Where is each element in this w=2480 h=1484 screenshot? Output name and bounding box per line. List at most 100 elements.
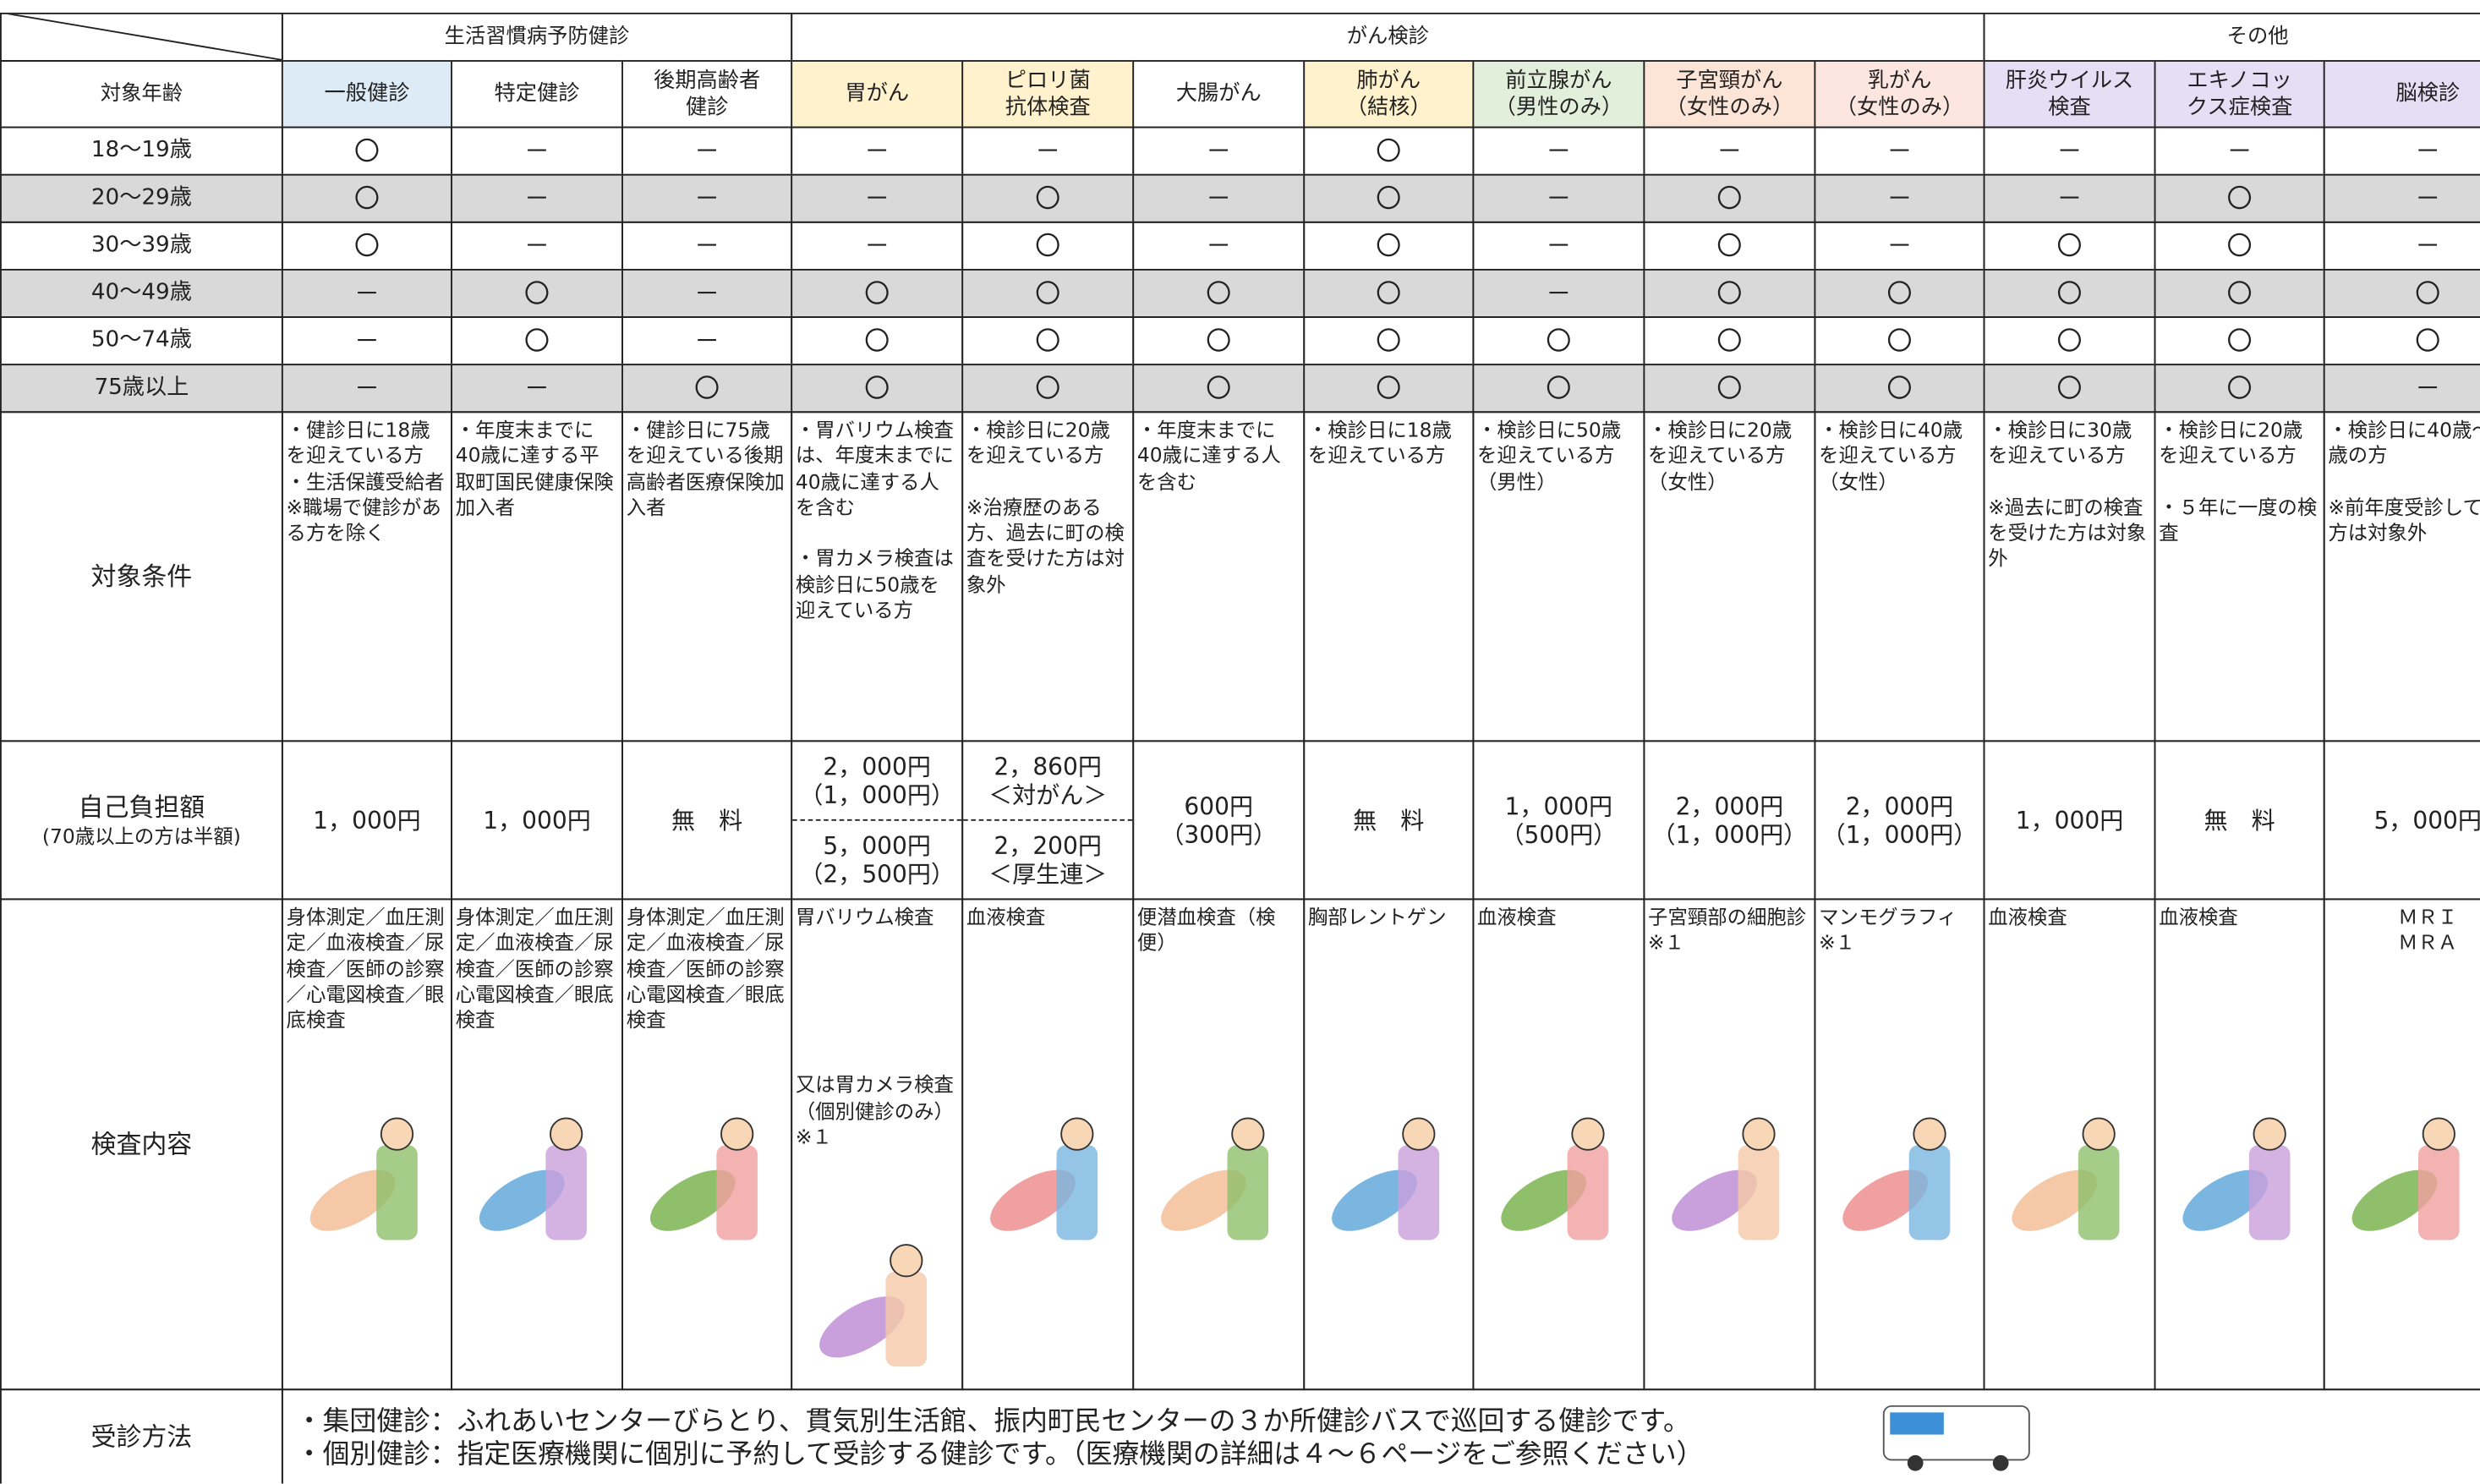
column-header: 脳検診 <box>2323 60 2480 129</box>
content-cell: 身体測定／血圧測定／血液検査／尿検査／医師の診察 心電図検査／眼底検査 <box>621 898 793 1391</box>
condition-cell: ・検診日に40歳～74歳の方 ※前年度受診している方は対象外 <box>2323 411 2480 742</box>
illustration <box>1672 1117 1780 1240</box>
cost-cell: 1，000円 <box>281 740 452 901</box>
content-text: 胸部レントゲン <box>1307 904 1447 928</box>
age-mark: 〇 <box>961 221 1135 271</box>
condition-cell: ・検診日に20歳を迎えている方（女性） <box>1643 411 1816 742</box>
age-mark: 〇 <box>791 268 964 318</box>
age-mark: － <box>1814 221 1985 271</box>
age-mark: 〇 <box>1643 268 1816 318</box>
age-mark: 〇 <box>791 316 964 366</box>
illustration <box>649 1117 758 1240</box>
cost-cell: 1，000円 <box>451 740 623 901</box>
age-mark: － <box>2323 173 2480 223</box>
age-mark: 〇 <box>1983 316 2156 366</box>
illustration <box>2351 1117 2460 1240</box>
age-mark: 〇 <box>1643 173 1816 223</box>
age-mark: 〇 <box>961 316 1135 366</box>
age-mark: 〇 <box>961 268 1135 318</box>
content-cell: ＭＲＩ ＭＲＡ <box>2323 898 2480 1391</box>
age-mark: － <box>281 364 452 413</box>
age-mark: 〇 <box>1814 316 1985 366</box>
column-header: 特定健診 <box>451 60 623 129</box>
age-mark: 〇 <box>281 173 452 223</box>
age-mark: 〇 <box>1643 221 1816 271</box>
illustration <box>1842 1117 1951 1240</box>
cost-sublabel: (70歳以上の方は半額) <box>41 823 241 847</box>
content-text: 血液検査 <box>2159 904 2238 928</box>
age-mark: － <box>1132 126 1306 176</box>
cost-value: 1，000円 <box>2015 806 2124 835</box>
age-mark: － <box>1643 126 1816 176</box>
age-mark: 〇 <box>1472 364 1645 413</box>
content-text: マンモグラフィ ※１ <box>1819 904 1957 955</box>
age-mark: － <box>451 221 623 271</box>
age-mark: － <box>791 221 964 271</box>
illustration <box>819 1244 928 1367</box>
illustration <box>2012 1117 2120 1240</box>
age-mark: 〇 <box>1132 268 1306 318</box>
content-cell: 身体測定／血圧測定／血液検査／尿検査／医師の診察／心電図検査／眼底検査 <box>281 898 452 1391</box>
age-label: 18～19歳 <box>0 126 283 176</box>
cost-value: 1，000円 <box>313 806 421 835</box>
row-header: 対象年齢 <box>0 60 283 129</box>
column-header: ピロリ菌 抗体検査 <box>961 60 1135 129</box>
condition-cell: ・年度末までに40歳に達する人を含む <box>1132 411 1306 742</box>
age-mark: 〇 <box>2323 316 2480 366</box>
illustration <box>1501 1117 1609 1240</box>
cost-cell: 1，000円 （500円） <box>1472 740 1645 901</box>
age-mark: － <box>2323 364 2480 413</box>
age-mark: 〇 <box>791 364 964 413</box>
cost-value: 2，860円 ＜対がん＞ <box>988 752 1108 809</box>
content-text: 便潜血検査（検便） <box>1136 904 1276 955</box>
age-mark: － <box>2154 126 2325 176</box>
illustration <box>2182 1117 2291 1240</box>
cost-value: 5，000円 （2，500円） <box>792 819 962 899</box>
content-text: 子宮頸部の細胞診 ※１ <box>1648 904 1807 955</box>
cost-value: 無 料 <box>1353 806 1425 835</box>
age-mark: － <box>281 316 452 366</box>
condition-cell: ・健診日に75歳を迎えている後期高齢者医療保険加入者 <box>621 411 793 742</box>
cost-cell: 600円 （300円） <box>1132 740 1306 901</box>
condition-cell: ・検診日に20歳を迎えている方 ※治療歴のある方、過去に町の検査を受けた方は対象… <box>961 411 1135 742</box>
age-mark: － <box>2323 126 2480 176</box>
cost-value: 1，000円 <box>483 806 591 835</box>
cost-cell: 無 料 <box>1303 740 1475 901</box>
age-mark: 〇 <box>621 364 793 413</box>
age-mark: 〇 <box>1303 173 1475 223</box>
cost-value: 無 料 <box>671 806 743 835</box>
condition-cell: ・検診日に18歳を迎えている方 <box>1303 411 1475 742</box>
age-mark: － <box>2323 221 2480 271</box>
cost-cell: 1，000円 <box>1983 740 2156 901</box>
row-label: 対象条件 <box>0 411 283 742</box>
age-label: 50～74歳 <box>0 316 283 366</box>
method-cell: ・集団健診：ふれあいセンターびらとり、貫気別生活館、振内町民センターの３か所健診… <box>281 1388 2480 1484</box>
age-mark: － <box>621 316 793 366</box>
content-cell: 便潜血検査（検便） <box>1132 898 1306 1391</box>
cost-cell: 2，000円 （1，000円） <box>1643 740 1816 901</box>
age-mark: － <box>1983 173 2156 223</box>
cost-cell: 5，000円 <box>2323 740 2480 901</box>
age-mark: 〇 <box>2154 173 2325 223</box>
age-mark: 〇 <box>1132 316 1306 366</box>
group-header: がん検診 <box>791 12 1985 62</box>
age-mark: 〇 <box>2154 268 2325 318</box>
cost-value: 2，000円 （1，000円） <box>1651 791 1808 849</box>
content-text: 血液検査 <box>1988 904 2067 928</box>
column-header: 一般健診 <box>281 60 452 129</box>
age-mark: － <box>1472 268 1645 318</box>
column-header: 後期高齢者 健診 <box>621 60 793 129</box>
age-mark: 〇 <box>1983 364 2156 413</box>
age-mark: 〇 <box>1814 364 1985 413</box>
column-header: 乳がん （女性のみ） <box>1814 60 1985 129</box>
age-mark: 〇 <box>2154 364 2325 413</box>
age-mark: － <box>451 173 623 223</box>
age-label: 20～29歳 <box>0 173 283 223</box>
age-mark: 〇 <box>961 173 1135 223</box>
content-text: 又は胃カメラ検査（個別健診のみ）※１ <box>795 1072 954 1148</box>
content-text: 身体測定／血圧測定／血液検査／尿検査／医師の診察／心電図検査／眼底検査 <box>286 904 445 1032</box>
content-text: 身体測定／血圧測定／血液検査／尿検査／医師の診察 心電図検査／眼底検査 <box>455 904 614 1032</box>
column-header: 肝炎ウイルス 検査 <box>1983 60 2156 129</box>
cost-value: 600円 （300円） <box>1160 791 1278 849</box>
condition-cell: ・胃バリウム検査は、年度末までに40歳に達する人を含む ・胃カメラ検査は検診日に… <box>791 411 964 742</box>
